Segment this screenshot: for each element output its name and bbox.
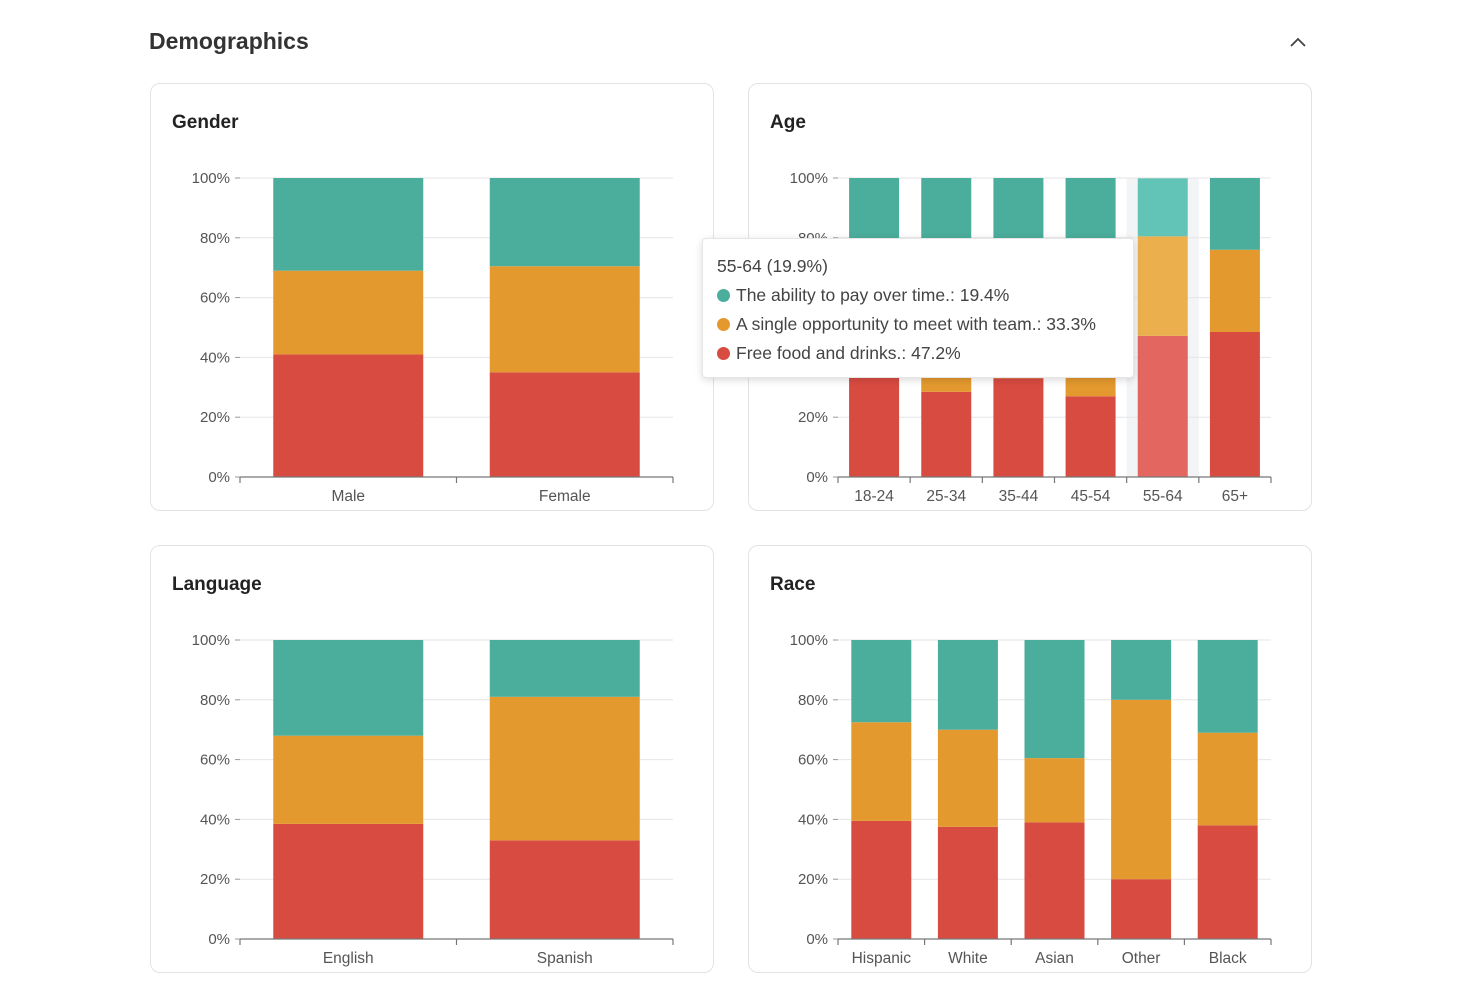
tooltip-row-text: The ability to pay over time.: 19.4% (736, 285, 1010, 305)
x-tick-label: Spanish (537, 950, 593, 967)
bar-segment[interactable] (937, 729, 998, 827)
y-tick-label: 0% (208, 469, 230, 486)
bar-segment[interactable] (489, 266, 640, 373)
bar-segment[interactable] (1111, 699, 1172, 880)
gender-chart-card: Gender 0% 20% 40% 60% 80% 100% Male Female (150, 83, 714, 511)
x-tick-label: 65+ (1222, 488, 1248, 505)
collapse-button[interactable] (1284, 30, 1312, 54)
y-tick-label: 40% (200, 811, 230, 828)
race-chart: 0% 20% 40% 60% 80% 100% Hispanic White Asian Othe… (790, 632, 1272, 967)
tooltip-title: 55-64 (19.9%) (717, 256, 828, 276)
x-tick-label: 18-24 (854, 488, 894, 505)
bar-segment[interactable] (489, 640, 640, 697)
bar-segment[interactable] (1197, 825, 1258, 939)
x-tick-label: White (948, 950, 988, 967)
y-tick-label: 40% (798, 811, 828, 828)
x-tick-label: Asian (1035, 950, 1074, 967)
x-tick-label: Female (539, 488, 591, 505)
bar-segment[interactable] (273, 270, 424, 355)
y-tick-label: 20% (798, 871, 828, 888)
bar-segment[interactable] (1209, 178, 1260, 250)
y-tick-label: 60% (798, 752, 828, 769)
race-chart-title: Race (770, 574, 816, 595)
bar-segment[interactable] (1065, 396, 1116, 477)
bar-segment[interactable] (849, 375, 900, 477)
bar-segment[interactable] (921, 391, 972, 477)
bar-segment[interactable] (937, 640, 998, 730)
legend-dot-icon (717, 318, 730, 331)
bar-segment[interactable] (1197, 732, 1258, 826)
bar-segment[interactable] (851, 722, 912, 821)
bar-segment[interactable] (1137, 335, 1188, 477)
bar-segment[interactable] (273, 354, 424, 477)
bar-segment[interactable] (937, 826, 998, 939)
x-tick-label: 45-54 (1071, 488, 1111, 505)
tooltip-row-text: Free food and drinks.: 47.2% (736, 343, 961, 363)
race-chart-card: Race 0% 20% 40% 60% 80% 100% Hispanic White Asia… (748, 545, 1312, 973)
bar-segment[interactable] (273, 735, 424, 824)
bar-segment[interactable] (489, 840, 640, 939)
tooltip-row: Free food and drinks.: 47.2% (717, 343, 1119, 364)
chart-tooltip: 55-64 (19.9%) The ability to pay over ti… (702, 238, 1134, 378)
x-tick-label: 35-44 (999, 488, 1039, 505)
y-tick-label: 0% (806, 931, 828, 948)
section-title: Demographics (149, 28, 309, 54)
y-tick-label: 0% (806, 469, 828, 486)
bar-segment[interactable] (993, 378, 1044, 477)
x-tick-label: Black (1209, 950, 1247, 967)
bar-segment[interactable] (273, 823, 424, 939)
x-tick-label: Hispanic (852, 950, 912, 967)
bar-segment[interactable] (1024, 822, 1085, 939)
x-tick-label: English (323, 950, 374, 967)
bar-segment[interactable] (851, 640, 912, 723)
bar-segment[interactable] (1111, 879, 1172, 939)
bar-segment[interactable] (273, 178, 424, 271)
gender-chart-title: Gender (172, 112, 239, 133)
y-tick-label: 40% (200, 349, 230, 366)
y-tick-label: 60% (200, 752, 230, 769)
x-tick-label: Male (331, 488, 365, 505)
y-tick-label: 100% (790, 170, 828, 187)
language-chart-card: Language 0% 20% 40% 60% 80% 100% English Spanis… (150, 545, 714, 973)
bar-segment[interactable] (1024, 758, 1085, 823)
y-tick-label: 20% (798, 409, 828, 426)
bar-segment[interactable] (1137, 236, 1188, 336)
tooltip-row: The ability to pay over time.: 19.4% (717, 285, 1119, 306)
tooltip-row-text: A single opportunity to meet with team.:… (736, 314, 1096, 334)
tooltip-row: A single opportunity to meet with team.:… (717, 314, 1119, 335)
y-tick-label: 20% (200, 409, 230, 426)
y-tick-label: 80% (798, 692, 828, 709)
y-tick-label: 80% (200, 230, 230, 247)
y-tick-label: 100% (192, 170, 230, 187)
age-chart-title: Age (770, 112, 806, 133)
bar-segment[interactable] (1209, 249, 1260, 332)
bar-segment[interactable] (489, 696, 640, 841)
y-tick-label: 100% (790, 632, 828, 649)
bar-segment[interactable] (1137, 178, 1188, 237)
x-tick-label: Other (1122, 950, 1161, 967)
bar-segment[interactable] (489, 178, 640, 267)
gender-chart: 0% 20% 40% 60% 80% 100% Male Female (192, 170, 674, 505)
bar-segment[interactable] (851, 820, 912, 939)
y-tick-label: 20% (200, 871, 230, 888)
bar-segment[interactable] (489, 372, 640, 477)
legend-dot-icon (717, 289, 730, 302)
legend-dot-icon (717, 347, 730, 360)
bar-segment[interactable] (1197, 640, 1258, 733)
bar-segment[interactable] (1111, 640, 1172, 700)
x-tick-label: 25-34 (926, 488, 966, 505)
chevron-up-icon (1290, 37, 1306, 47)
y-tick-label: 0% (208, 931, 230, 948)
x-tick-label: 55-64 (1143, 488, 1183, 505)
bar-segment[interactable] (1209, 331, 1260, 477)
bar-segment[interactable] (273, 640, 424, 736)
language-chart-title: Language (172, 574, 262, 595)
language-chart: 0% 20% 40% 60% 80% 100% English Spanish (192, 632, 674, 967)
bar-segment[interactable] (1024, 640, 1085, 759)
y-tick-label: 80% (200, 692, 230, 709)
y-tick-label: 60% (200, 290, 230, 307)
y-tick-label: 100% (192, 632, 230, 649)
